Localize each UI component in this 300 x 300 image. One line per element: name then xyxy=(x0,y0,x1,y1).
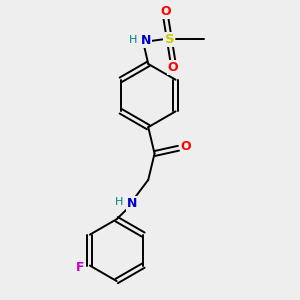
Text: O: O xyxy=(167,61,178,74)
Text: O: O xyxy=(160,5,171,18)
Text: N: N xyxy=(141,34,151,47)
Text: H: H xyxy=(115,197,123,207)
Text: F: F xyxy=(76,261,84,274)
Text: N: N xyxy=(127,197,138,210)
Text: H: H xyxy=(129,35,137,45)
Text: S: S xyxy=(164,33,174,46)
Text: O: O xyxy=(181,140,191,153)
